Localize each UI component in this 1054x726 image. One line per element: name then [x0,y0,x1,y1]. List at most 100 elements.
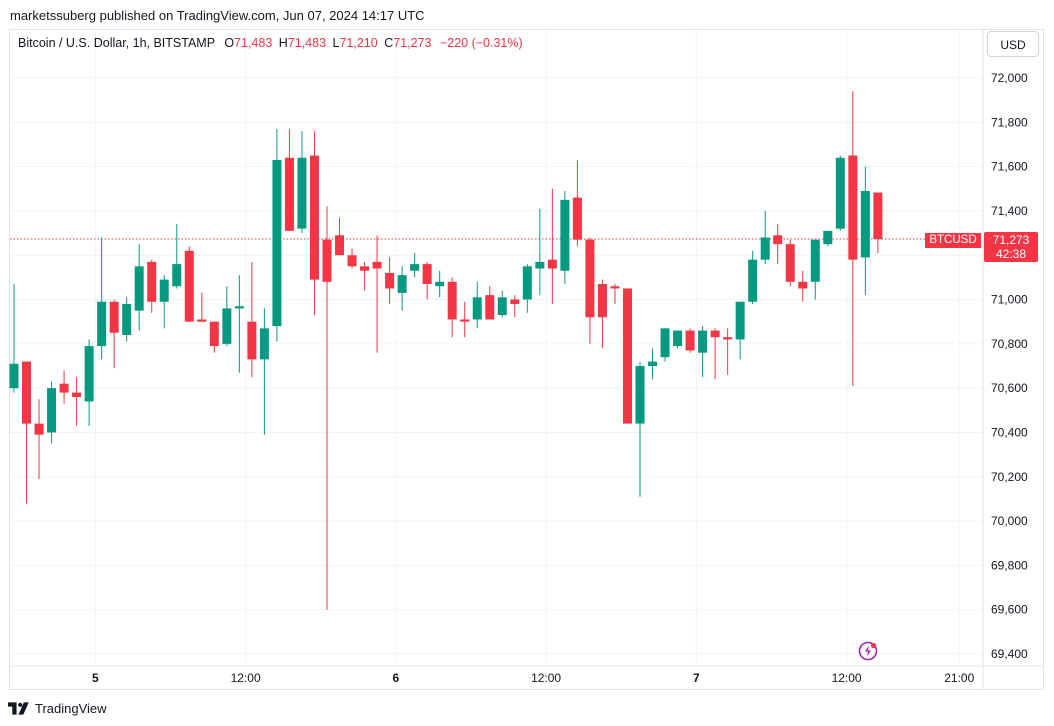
candle-body [810,239,820,282]
y-tick-label: 69,800 [991,558,1028,572]
candle-body [535,261,545,269]
y-tick-label: 71,600 [991,160,1028,174]
candle-body [360,266,370,271]
candle-body [485,295,495,320]
candle-body [172,264,182,287]
candle-body [560,199,570,271]
last-price-tag: 71,273 42:38 [984,232,1038,262]
candle-body [685,330,695,351]
candle-body [335,235,345,256]
x-tick-label: 12:00 [231,671,261,685]
candle-body [97,301,107,347]
candle-body [234,306,244,309]
candle-body [347,255,357,267]
candle-body [147,261,157,302]
candle-body [547,259,557,269]
legend-change: −220 (−0.31%) [439,36,523,50]
candle-body [460,319,470,322]
candle-body [72,392,82,398]
candle-body [835,157,845,229]
y-tick-label: 71,800 [991,115,1028,129]
candle-body [723,337,733,340]
last-price-symbol-tag: BTCUSD [925,233,981,248]
publish-info: marketssuberg published on TradingView.c… [10,8,425,23]
candle-body [648,361,658,366]
candle-body [522,266,532,300]
candle-body [272,159,282,327]
x-tick-label: 5 [92,671,99,685]
x-tick-label: 21:00 [944,671,974,685]
legend-open-value: 71,483 [234,36,273,50]
candle-body [322,239,332,282]
footer-brand[interactable]: TradingView [8,701,107,716]
grid-lines [10,30,983,666]
x-tick-label: 6 [393,671,400,685]
candle-body [572,197,582,240]
candle-body [622,288,632,424]
currency-button[interactable]: USD [987,31,1039,57]
tradingview-logo-icon [8,702,29,715]
legend-low-label: L [332,36,340,50]
bar-countdown: 42:38 [995,247,1027,261]
candle-body [297,157,307,229]
candle-body [22,361,32,424]
legend-low-value: 71,210 [339,36,378,50]
candle-body [823,230,833,245]
legend-symbol[interactable]: Bitcoin / U.S. Dollar, 1h, BITSTAMP [18,36,215,50]
candle-body [585,239,595,318]
candle-body [9,363,19,389]
candle-body [422,264,432,285]
candle-body [735,301,745,340]
footer-brand-label: TradingView [35,701,107,716]
candle-body [34,423,44,435]
legend-high-label: H [278,36,288,50]
candle-body [860,190,870,258]
x-tick-label: 7 [693,671,700,685]
y-tick-label: 70,800 [991,337,1028,351]
candle-body [773,235,783,245]
candle-body [109,301,119,333]
candle-body [635,366,645,424]
candle-body [197,319,207,322]
y-tick-label: 71,000 [991,293,1028,307]
candle-body [47,388,57,433]
candle-body [397,275,407,293]
candle-body [284,157,294,231]
candle-body [660,328,670,358]
y-tick-label: 70,000 [991,514,1028,528]
legend-high-value: 71,483 [287,36,327,50]
chart-frame [9,29,1044,690]
candle-body [497,297,507,316]
last-price-value: 71,273 [992,233,1030,247]
y-tick-label: 71,400 [991,204,1028,218]
candle-body [760,237,770,260]
y-tick-label: 72,000 [991,71,1028,85]
candle-body [472,297,482,320]
candle-body [259,328,269,360]
candle-body [848,155,858,260]
flash-icon[interactable] [858,641,878,661]
y-tick-label: 70,600 [991,381,1028,395]
candle-body [748,259,758,302]
candle-body [222,308,232,344]
candle-body [798,281,808,289]
candle-body [159,279,169,302]
y-tick-label: 69,600 [991,603,1028,617]
candle-body [710,330,720,338]
candle-body [247,321,257,360]
candle-body [209,321,219,347]
candle-body [597,284,607,318]
candle-body [447,281,457,320]
legend-open-label: O [224,36,235,50]
y-tick-label: 69,400 [991,647,1028,661]
candle-body [372,261,382,269]
candle-body [385,272,395,289]
legend-close-label: C [384,36,394,50]
y-tick-label: 70,400 [991,425,1028,439]
ohlc-legend: Bitcoin / U.S. Dollar, 1h, BITSTAMP O71,… [18,36,523,50]
candle-body [309,155,319,280]
candle-body [873,192,883,240]
candle-body [698,330,708,353]
candle-body [59,383,69,393]
